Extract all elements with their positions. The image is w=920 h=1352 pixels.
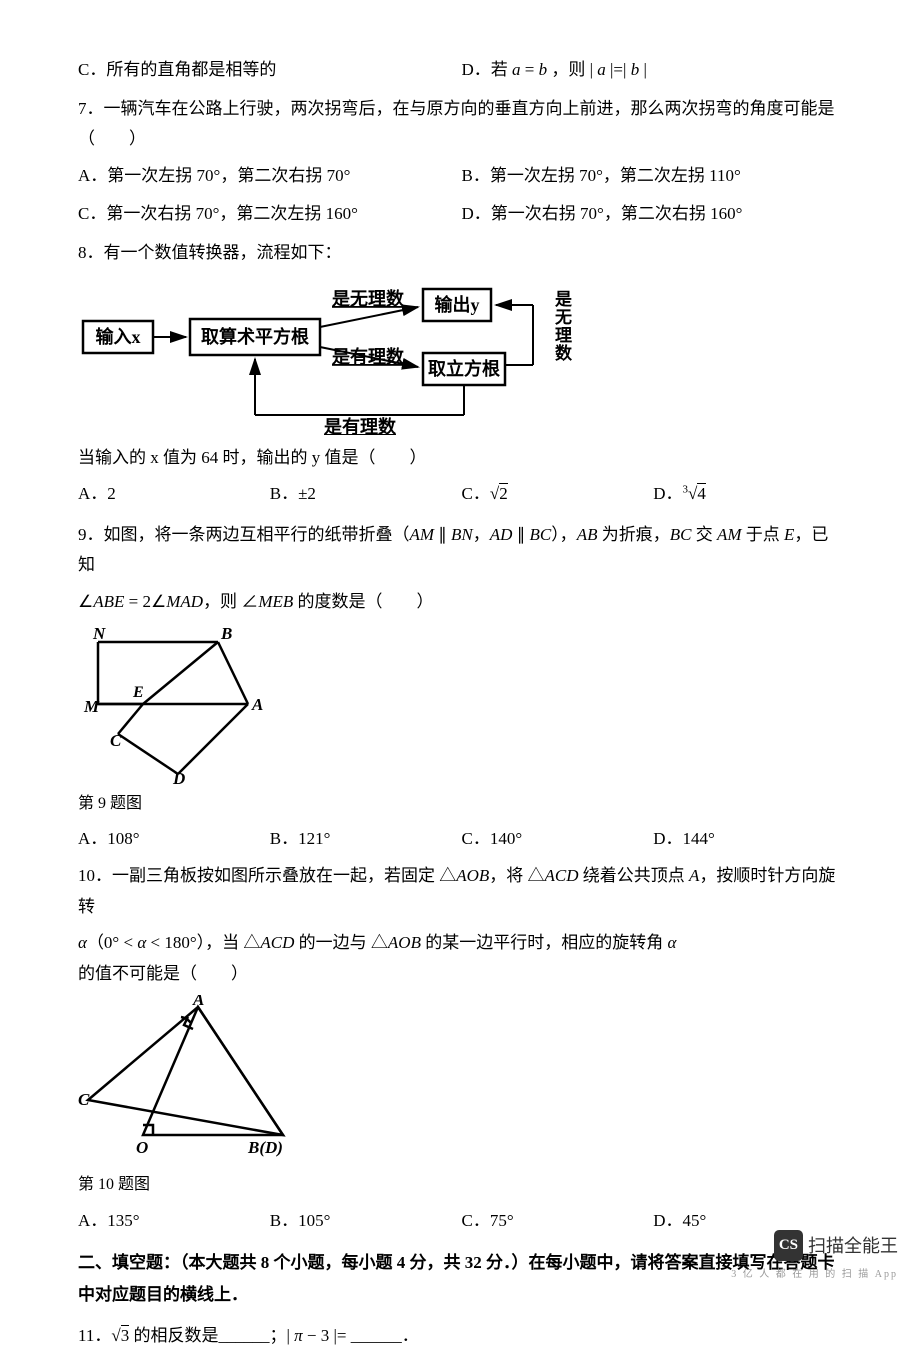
q10-opt-a: A．135° [78,1206,270,1237]
watermark-badge: CS 扫描全能王 [774,1230,898,1262]
q7-opt-b: B．第一次左拐 70°，第二次左拐 110° [462,161,846,192]
svg-text:E: E [132,684,144,701]
q10-figure: A C O B(D) [78,995,845,1165]
q6-options-cd: C．所有的直角都是相等的 D．若 a = b ，则 | a |=| b | [78,55,845,86]
q8-opt-a: A．2 [78,479,270,510]
q6-opt-c: C．所有的直角都是相等的 [78,55,462,86]
q8-opt-c: C．√2 [462,479,654,510]
q7-row1: A．第一次左拐 70°，第二次右拐 70° B．第一次左拐 70°，第二次左拐 … [78,161,845,192]
q11: 11．√3 的相反数是______；| π − 3 |= ______． [78,1321,845,1352]
watermark-cs-icon: CS [774,1230,803,1261]
svg-text:M: M [83,697,100,716]
q9-figure: N B M A E C D [78,624,845,784]
q7-opt-a: A．第一次左拐 70°，第二次右拐 70° [78,161,462,192]
q9-fig-label: 第 9 题图 [78,790,845,819]
svg-text:是无理数: 是无理数 [331,288,405,309]
q10-stem1: 10．一副三角板按如图所示叠放在一起，若固定 △AOB，将 △ACD 绕着公共顶… [78,861,845,922]
svg-text:A: A [192,995,204,1009]
svg-text:是有理数: 是有理数 [323,416,397,435]
svg-text:N: N [92,624,106,643]
svg-text:C: C [110,731,122,750]
q10-opt-b: B．105° [270,1206,462,1237]
q9-opt-d: D．144° [653,824,845,855]
q6-opt-d: D．若 a = b ，则 | a |=| b | [462,55,846,86]
q9-opt-c: C．140° [462,824,654,855]
q9-options: A．108° B．121° C．140° D．144° [78,824,845,855]
q8-opt-d: D．3√4 [653,479,845,510]
q10-svg: A C O B(D) [78,995,308,1165]
q7-opt-c: C．第一次右拐 70°，第二次左拐 160° [78,199,462,230]
svg-text:B: B [220,624,232,643]
q10-stem2: α（0° < α < 180°），当 △ACD 的一边与 △AOB 的某一边平行… [78,928,845,989]
svg-text:D: D [172,769,185,784]
svg-text:理: 理 [555,326,572,345]
flowchart-svg: 输入x 取算术平方根 是无理数 是有理数 输出y 取立方根 是 无 理 数 是有… [78,275,638,435]
svg-text:取算术平方根: 取算术平方根 [201,326,309,347]
q8-flowchart: 输入x 取算术平方根 是无理数 是有理数 输出y 取立方根 是 无 理 数 是有… [78,275,845,435]
watermark-sub: 3 亿 人 都 在 用 的 扫 描 App [731,1266,898,1284]
q9-opt-b: B．121° [270,824,462,855]
q8-stem: 8．有一个数值转换器，流程如下： [78,238,845,269]
svg-text:O: O [136,1138,148,1157]
q8-options: A．2 B．±2 C．√2 D．3√4 [78,479,845,510]
q9-stem2: ∠ABE = 2∠MAD，则 ∠MEB 的度数是（ ） [78,587,845,618]
svg-text:C: C [78,1090,90,1109]
svg-text:B(D): B(D) [247,1138,283,1157]
q8-tail: 当输入的 x 值为 64 时，输出的 y 值是（ ） [78,443,845,474]
q10-opt-c: C．75° [462,1206,654,1237]
q10-fig-label: 第 10 题图 [78,1171,845,1200]
q9-svg: N B M A E C D [78,624,278,784]
svg-text:是有理数: 是有理数 [331,346,405,367]
watermark-name: 扫描全能王 [808,1230,898,1262]
q7-row2: C．第一次右拐 70°，第二次左拐 160° D．第一次右拐 70°，第二次右拐… [78,199,845,230]
svg-text:数: 数 [555,343,573,363]
q9-opt-a: A．108° [78,824,270,855]
svg-text:取立方根: 取立方根 [428,358,500,379]
q10-options: A．135° B．105° C．75° D．45° [78,1206,845,1237]
svg-text:是: 是 [555,290,572,309]
svg-text:A: A [251,695,263,714]
svg-text:无: 无 [554,308,572,327]
q7-stem: 7．一辆汽车在公路上行驶，两次拐弯后，在与原方向的垂直方向上前进，那么两次拐弯的… [78,94,845,155]
q9-stem1: 9．如图，将一条两边互相平行的纸带折叠（AM ∥ BN，AD ∥ BC），AB … [78,520,845,581]
svg-text:输入x: 输入x [96,326,141,347]
scanner-watermark: CS 扫描全能王 3 亿 人 都 在 用 的 扫 描 App [731,1229,898,1284]
q7-opt-d: D．第一次右拐 70°，第二次右拐 160° [462,199,846,230]
svg-text:输出y: 输出y [435,294,480,315]
q8-opt-b: B．±2 [270,479,462,510]
